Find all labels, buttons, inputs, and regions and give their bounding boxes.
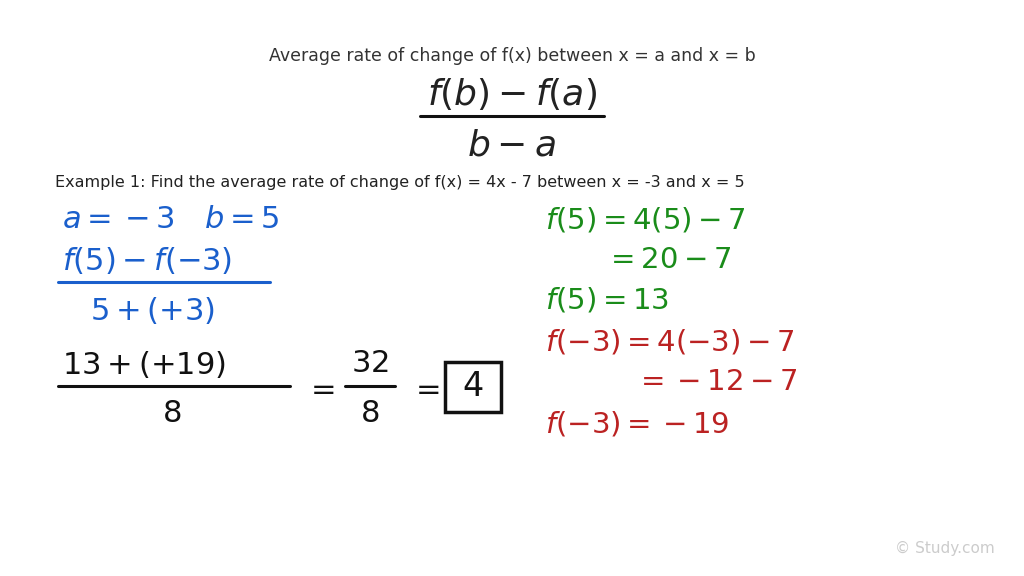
Text: $f(b) - f(a)$: $f(b) - f(a)$ xyxy=(427,76,597,112)
Text: © Study.com: © Study.com xyxy=(895,540,995,555)
Text: $32$: $32$ xyxy=(351,350,389,378)
Text: $f(-3) = 4(-3) - 7$: $f(-3) = 4(-3) - 7$ xyxy=(545,328,795,357)
Text: $b - a$: $b - a$ xyxy=(468,129,556,163)
Text: $f(-3) = -19$: $f(-3) = -19$ xyxy=(545,410,729,438)
Text: $f(5) = 4(5) - 7$: $f(5) = 4(5) - 7$ xyxy=(545,206,745,234)
Text: $= -12 - 7$: $= -12 - 7$ xyxy=(635,368,798,396)
Text: $13 + (+19)$: $13 + (+19)$ xyxy=(62,348,225,380)
FancyBboxPatch shape xyxy=(445,362,501,412)
Text: $5 + (+3)$: $5 + (+3)$ xyxy=(90,294,215,325)
Text: $= 20 - 7$: $= 20 - 7$ xyxy=(605,246,731,274)
Text: $4$: $4$ xyxy=(462,370,483,404)
Text: $8$: $8$ xyxy=(360,399,380,427)
Text: $a = -3$   $b = 5$: $a = -3$ $b = 5$ xyxy=(62,206,280,234)
Text: $8$: $8$ xyxy=(163,400,181,429)
Text: $=$: $=$ xyxy=(305,374,335,404)
Text: $f(5) - f(-3)$: $f(5) - f(-3)$ xyxy=(62,244,232,275)
Text: $f(5) = 13$: $f(5) = 13$ xyxy=(545,286,669,314)
Text: Example 1: Find the average rate of change of f(x) = 4x - 7 between x = -3 and x: Example 1: Find the average rate of chan… xyxy=(55,176,744,191)
Text: $=$: $=$ xyxy=(410,374,440,404)
Text: Average rate of change of f(x) between x = a and x = b: Average rate of change of f(x) between x… xyxy=(268,47,756,65)
